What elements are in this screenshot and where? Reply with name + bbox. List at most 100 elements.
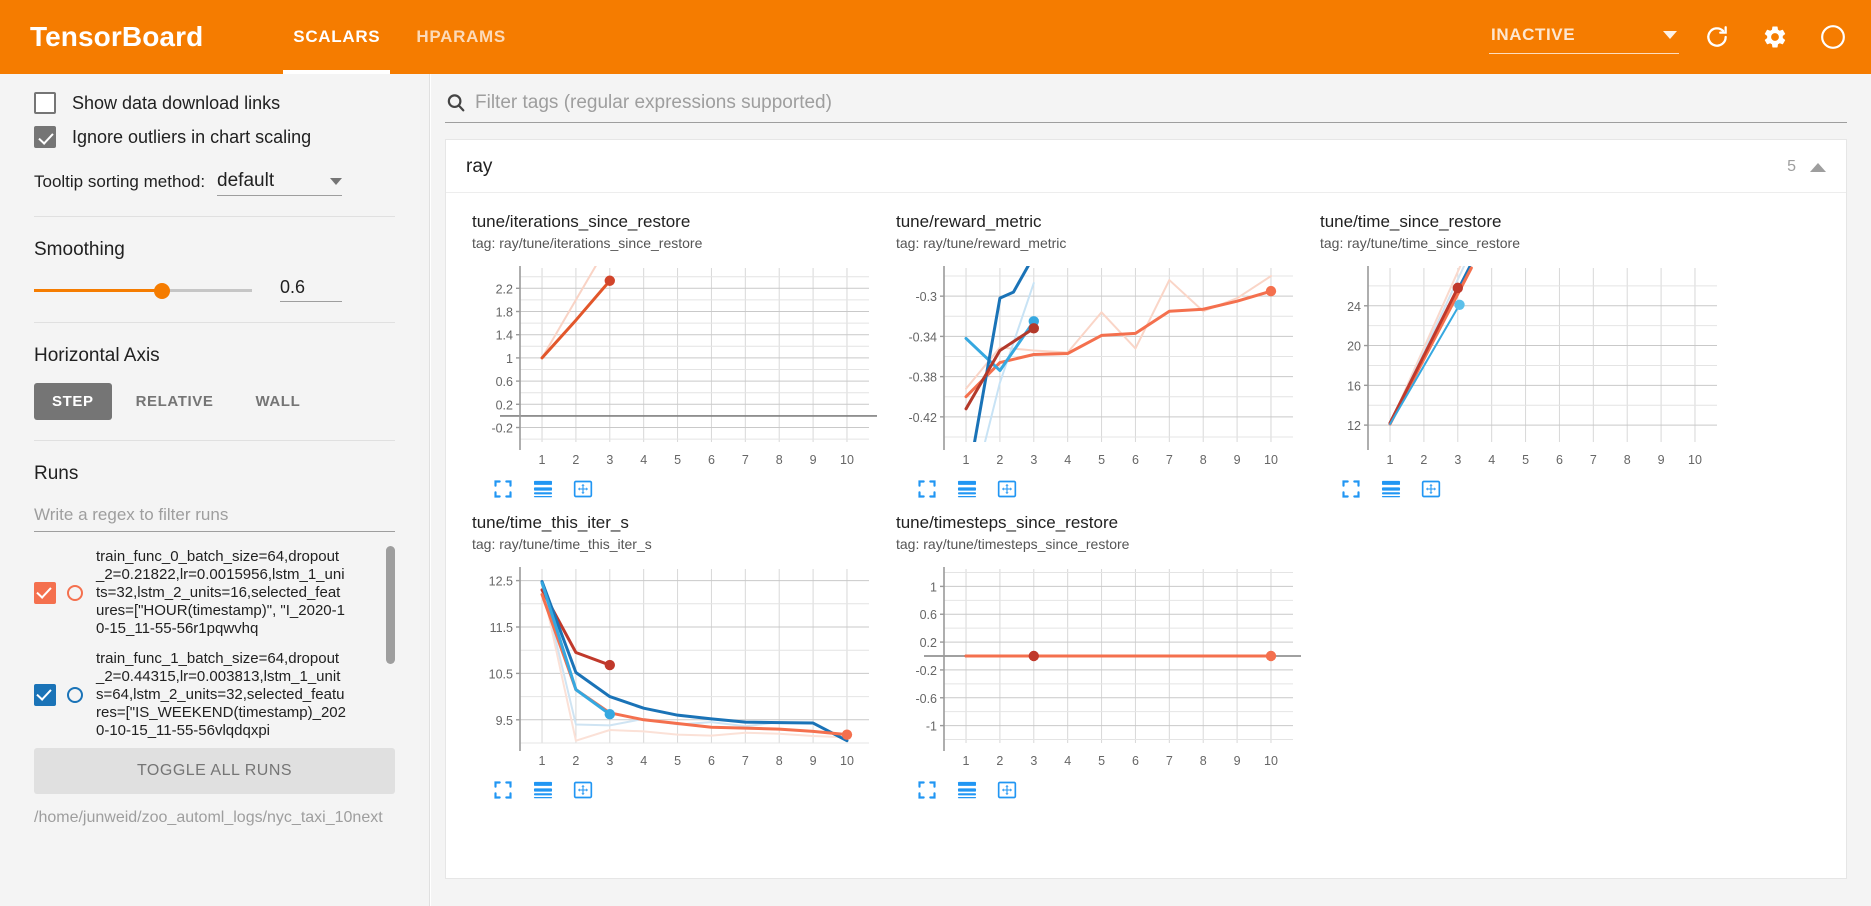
svg-text:6: 6	[708, 453, 715, 467]
run-label: train_func_0_batch_size=64,dropout_2=0.2…	[96, 548, 345, 637]
fit-domain-icon[interactable]	[1418, 476, 1444, 502]
gear-icon[interactable]	[1755, 17, 1795, 57]
data-table-icon[interactable]	[954, 777, 980, 803]
data-table-icon[interactable]	[530, 476, 556, 502]
chart-toolbar	[1338, 476, 1732, 502]
svg-text:11.5: 11.5	[490, 621, 513, 635]
svg-text:6: 6	[1556, 453, 1563, 467]
slider-knob[interactable]	[154, 282, 170, 299]
tooltip-sorting-select[interactable]: default	[217, 170, 343, 196]
ignore-outliers-row[interactable]: Ignore outliers in chart scaling	[34, 126, 395, 148]
runs-filter-input[interactable]: Write a regex to filter runs	[34, 501, 395, 532]
svg-text:9: 9	[1658, 453, 1665, 467]
runs-list[interactable]: train_func_0_batch_size=64,dropout_2=0.2…	[34, 542, 395, 742]
chart-card: tune/time_since_restore tag: ray/tune/tim…	[1320, 211, 1732, 502]
tag-filter-bar[interactable]: Filter tags (regular expressions support…	[445, 92, 1847, 123]
chart-plot[interactable]: 12 16 20 24 1 2 3 4 5 6 7 8 9 10	[1320, 258, 1725, 470]
run-checkbox[interactable]	[34, 582, 56, 604]
svg-text:-0.2: -0.2	[491, 422, 513, 436]
svg-text:10: 10	[1688, 453, 1702, 467]
run-label: train_func_1_batch_size=64,dropout_2=0.4…	[96, 650, 346, 739]
chart-card: tune/iterations_since_restore tag: ray/tu…	[472, 211, 884, 502]
fit-domain-icon[interactable]	[570, 476, 596, 502]
svg-text:2: 2	[572, 453, 579, 467]
data-table-icon[interactable]	[1378, 476, 1404, 502]
ignore-outliers-label: Ignore outliers in chart scaling	[72, 126, 312, 147]
show-download-links-row[interactable]: Show data download links	[34, 92, 395, 114]
ignore-outliers-checkbox[interactable]	[34, 126, 56, 148]
run-color-dot[interactable]	[67, 687, 83, 703]
chevron-up-icon[interactable]	[1810, 162, 1826, 172]
toggle-all-runs-button[interactable]: TOGGLE ALL RUNS	[34, 748, 395, 794]
expand-icon[interactable]	[914, 476, 940, 502]
svg-text:-0.34: -0.34	[909, 330, 938, 344]
svg-text:4: 4	[1488, 453, 1495, 467]
chart-plot[interactable]: -1 -0.6 -0.2 0.2 0.6 1 1 2 3 4 5 6 7 8 9 10	[896, 559, 1301, 771]
svg-text:9: 9	[1234, 754, 1241, 768]
axis-relative-button[interactable]: RELATIVE	[135, 393, 214, 410]
run-status-dropdown[interactable]: INACTIVE	[1489, 21, 1679, 54]
smoothing-value-input[interactable]: 0.6	[280, 277, 342, 302]
tag-group-count: 5	[1787, 158, 1796, 175]
axis-step-button[interactable]: STEP	[34, 383, 112, 420]
svg-text:-0.3: -0.3	[915, 290, 937, 304]
chart-tag: tag: ray/tune/reward_metric	[896, 235, 1067, 251]
svg-text:5: 5	[1522, 453, 1529, 467]
runs-scrollbar[interactable]	[386, 546, 395, 664]
chart-plot[interactable]: 9.5 10.5 11.5 12.5 1 2 3 4 5 6 7 8 9 10	[472, 559, 877, 771]
svg-text:7: 7	[1166, 754, 1173, 768]
fit-domain-icon[interactable]	[994, 777, 1020, 803]
chart-plot[interactable]: -0.2 0.2 0.6 1 1.4 1.8 2.2 1 2 3 4 5 6 7 8 9 10	[472, 258, 877, 470]
data-table-icon[interactable]	[954, 476, 980, 502]
tooltip-sorting-value: default	[217, 170, 275, 191]
chart-title: tune/iterations_since_restore	[472, 212, 691, 231]
chart-plot[interactable]: -0.42 -0.38 -0.34 -0.3 1 2 3 4 5 6 7 8 9 10	[896, 258, 1301, 470]
fit-domain-icon[interactable]	[570, 777, 596, 803]
svg-text:2: 2	[996, 754, 1003, 768]
chart-tag: tag: ray/tune/timesteps_since_restore	[896, 536, 1130, 552]
tab-hparams[interactable]: HPARAMS	[416, 27, 506, 46]
chart-card: tune/reward_metric tag: ray/tune/reward_m…	[896, 211, 1308, 502]
show-download-links-checkbox[interactable]	[34, 92, 56, 114]
expand-icon[interactable]	[1338, 476, 1364, 502]
run-color-dot[interactable]	[67, 585, 83, 601]
svg-text:0.2: 0.2	[920, 636, 937, 650]
svg-text:7: 7	[742, 453, 749, 467]
expand-icon[interactable]	[490, 476, 516, 502]
run-list-item[interactable]: train_func_0_batch_size=64,dropout_2=0.2…	[34, 542, 395, 644]
axis-wall-button[interactable]: WALL	[255, 393, 301, 410]
chart-title: tune/time_this_iter_s	[472, 513, 629, 532]
chart-tag: tag: ray/tune/time_since_restore	[1320, 235, 1520, 251]
smoothing-slider[interactable]	[34, 280, 252, 300]
svg-text:7: 7	[1166, 453, 1173, 467]
run-list-item[interactable]: train_func_1_batch_size=64,dropout_2=0.4…	[34, 644, 395, 742]
data-table-icon[interactable]	[530, 777, 556, 803]
run-status-value: INACTIVE	[1491, 24, 1576, 44]
svg-text:1: 1	[1387, 453, 1394, 467]
svg-text:3: 3	[606, 754, 613, 768]
svg-text:4: 4	[640, 754, 647, 768]
svg-text:-0.2: -0.2	[915, 664, 937, 678]
svg-text:7: 7	[1590, 453, 1597, 467]
svg-text:3: 3	[1454, 453, 1461, 467]
fit-domain-icon[interactable]	[994, 476, 1020, 502]
settings-sidebar: Show data download links Ignore outliers…	[0, 74, 430, 906]
tab-scalars[interactable]: SCALARS	[275, 0, 398, 74]
expand-icon[interactable]	[490, 777, 516, 803]
svg-text:1.4: 1.4	[496, 329, 513, 343]
run-checkbox[interactable]	[34, 684, 56, 706]
svg-text:9: 9	[810, 453, 817, 467]
expand-icon[interactable]	[914, 777, 940, 803]
runs-title: Runs	[34, 463, 79, 484]
tab-bar: SCALARS HPARAMS	[275, 0, 524, 74]
help-icon[interactable]	[1813, 17, 1853, 57]
refresh-icon[interactable]	[1697, 17, 1737, 57]
chart-toolbar	[490, 777, 884, 803]
svg-text:9: 9	[810, 754, 817, 768]
svg-text:16: 16	[1347, 379, 1361, 393]
tag-group-header[interactable]: ray 5	[446, 140, 1846, 193]
chart-toolbar	[490, 476, 884, 502]
tag-filter-placeholder: Filter tags (regular expressions support…	[475, 92, 832, 113]
chevron-down-icon	[330, 177, 343, 185]
svg-text:6: 6	[1132, 453, 1139, 467]
